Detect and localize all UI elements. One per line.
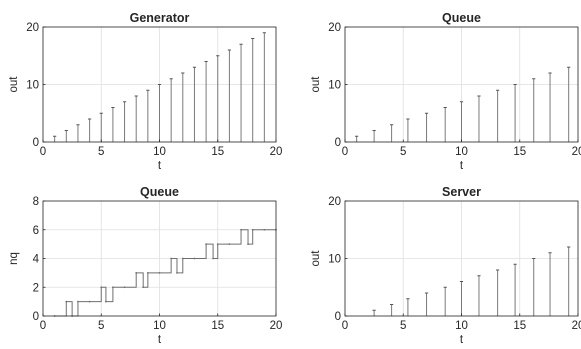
stairs-point <box>142 286 145 289</box>
stairs-point <box>240 228 242 231</box>
y-tick-label: 20 <box>26 22 39 34</box>
y-tick-label: 20 <box>328 22 341 34</box>
x-axis-label: t <box>158 160 162 172</box>
chart-title: Server <box>442 185 481 199</box>
chart-title: Queue <box>140 185 179 199</box>
chart-queue-out: 0 5 10 15 20 0 10 20 Queue t out <box>310 11 581 172</box>
chart-generator: 0 5 10 15 20 0 10 20 Generator t out <box>8 11 282 172</box>
y-tick-label: 0 <box>33 311 39 323</box>
stairs-point <box>193 257 196 260</box>
stairs-point <box>181 257 184 260</box>
x-axis-label: t <box>460 160 464 172</box>
x-tick-label: 5 <box>400 146 406 158</box>
x-tick-label: 20 <box>572 146 581 158</box>
y-tick-label: 10 <box>328 254 341 266</box>
x-tick-label: 10 <box>153 146 166 158</box>
y-tick-label: 0 <box>335 311 341 323</box>
x-tick-label: 20 <box>270 146 283 158</box>
y-axis-label: out <box>310 76 322 93</box>
x-axis-label: t <box>460 334 464 346</box>
y-tick-label: 20 <box>328 196 341 208</box>
stairs-point <box>135 271 138 274</box>
stairs-point <box>251 228 254 231</box>
stairs-point <box>77 300 79 303</box>
y-axis-label: nq <box>8 252 20 265</box>
chart-title: Generator <box>130 11 190 25</box>
x-tick-label: 5 <box>98 146 104 158</box>
y-tick-label: 10 <box>328 80 341 92</box>
stairs-point <box>105 300 107 303</box>
stairs-point <box>228 243 231 246</box>
chart-queue-nq: 0 5 10 15 20 0 2 4 6 8 Queue t nq <box>8 185 282 346</box>
stairs-point <box>216 243 219 246</box>
series-queue-nq <box>53 228 277 317</box>
stairs-point <box>123 286 126 289</box>
chart-server: 0 5 10 15 20 0 10 20 Server t out <box>310 185 581 346</box>
x-tick-label: 15 <box>211 146 224 158</box>
x-tick-label: 5 <box>400 320 406 332</box>
x-tick-label: 5 <box>98 320 104 332</box>
stairs-line <box>54 229 276 317</box>
x-tick-label: 10 <box>455 320 468 332</box>
stairs-point <box>176 271 178 274</box>
x-tick-label: 10 <box>153 320 166 332</box>
x-tick-label: 0 <box>342 146 348 158</box>
y-axis-label: out <box>310 250 322 267</box>
stairs-point <box>170 257 173 260</box>
y-axis-label: out <box>8 76 20 93</box>
x-tick-label: 0 <box>40 146 46 158</box>
x-tick-label: 15 <box>513 320 526 332</box>
y-tick-label: 6 <box>33 225 39 237</box>
stairs-point <box>212 257 214 260</box>
stairs-point <box>158 271 161 274</box>
stairs-point <box>112 286 114 289</box>
x-tick-label: 20 <box>572 320 581 332</box>
stairs-point <box>65 300 68 303</box>
x-tick-label: 0 <box>40 320 46 332</box>
stairs-point <box>247 243 249 246</box>
x-tick-label: 10 <box>455 146 468 158</box>
stairs-point <box>100 286 103 289</box>
stairs-point <box>263 228 266 231</box>
series-generator <box>53 32 266 142</box>
chart-title: Queue <box>442 11 481 25</box>
y-tick-label: 10 <box>26 80 39 92</box>
y-tick-label: 8 <box>33 196 39 208</box>
y-tick-label: 2 <box>33 282 39 294</box>
stairs-point <box>205 243 208 246</box>
x-tick-label: 15 <box>513 146 526 158</box>
y-tick-label: 0 <box>33 137 39 149</box>
y-tick-label: 4 <box>33 254 40 266</box>
x-tick-label: 20 <box>270 320 283 332</box>
x-axis-label: t <box>158 334 162 346</box>
stairs-point <box>88 300 91 303</box>
series-server <box>372 246 571 316</box>
x-tick-label: 0 <box>342 320 348 332</box>
stairs-point <box>146 271 149 274</box>
series-queue-out <box>355 66 571 142</box>
y-tick-label: 0 <box>335 137 341 149</box>
x-tick-label: 15 <box>211 320 224 332</box>
